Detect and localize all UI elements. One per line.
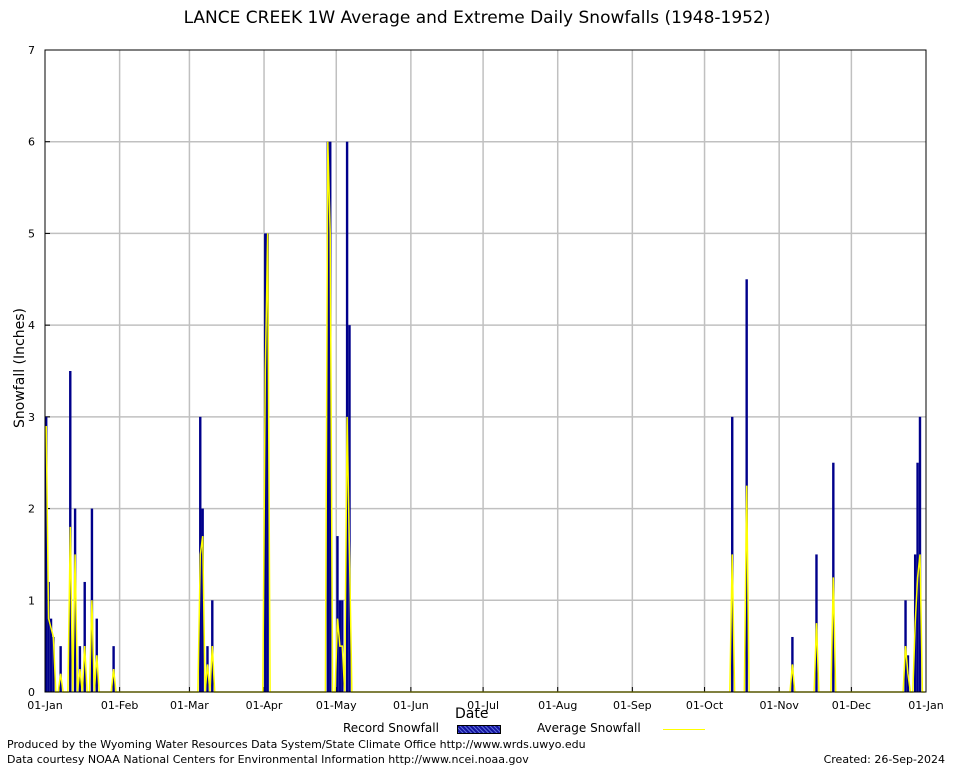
record-snowfall-bar bbox=[47, 581, 50, 692]
x-tick-label: 01-Aug bbox=[538, 699, 577, 712]
y-tick-label: 3 bbox=[28, 411, 35, 424]
x-tick-label: 01-Sep bbox=[613, 699, 652, 712]
x-tick-label: 01-Jul bbox=[467, 699, 499, 712]
x-tick-label: 01-Nov bbox=[759, 699, 799, 712]
y-tick-label: 4 bbox=[28, 319, 35, 332]
record-snowfall-bar bbox=[59, 646, 62, 692]
y-axis-label: Snowfall (Inches) bbox=[12, 308, 28, 428]
y-tick-label: 0 bbox=[28, 686, 35, 699]
x-tick-label: 01-May bbox=[316, 699, 357, 712]
y-tick-label: 2 bbox=[28, 503, 35, 516]
created-date: Created: 26-Sep-2024 bbox=[823, 753, 945, 766]
record-snowfall-bar bbox=[348, 325, 351, 692]
record-snowfall-bar bbox=[52, 636, 55, 692]
y-tick-label: 1 bbox=[28, 594, 35, 607]
y-tick-label: 7 bbox=[28, 44, 35, 57]
y-tick-label: 5 bbox=[28, 227, 35, 240]
record-snowfall-bar bbox=[329, 141, 332, 692]
chart-title: LANCE CREEK 1W Average and Extreme Daily… bbox=[183, 8, 771, 28]
x-axis-label: Date bbox=[455, 706, 489, 722]
record-snowfall-bar bbox=[83, 581, 86, 692]
footer-credit-wrds: Produced by the Wyoming Water Resources … bbox=[7, 738, 586, 751]
legend-record-label: Record Snowfall bbox=[343, 721, 439, 735]
footer-credit-noaa: Data courtesy NOAA National Centers for … bbox=[7, 753, 529, 766]
y-tick-label: 6 bbox=[28, 136, 35, 149]
x-tick-label: 01-Mar bbox=[170, 699, 209, 712]
legend-average-label: Average Snowfall bbox=[537, 721, 641, 735]
record-snowfall-bar bbox=[266, 233, 269, 692]
x-tick-label: 01-Dec bbox=[832, 699, 871, 712]
plot-frame bbox=[44, 49, 927, 693]
record-snowfall-bar bbox=[73, 508, 77, 692]
x-tick-label: 01-Apr bbox=[246, 699, 283, 712]
x-tick-label: 01-Jun bbox=[393, 699, 429, 712]
record-snowfall-bar bbox=[201, 508, 204, 692]
x-tick-label: 01-Feb bbox=[101, 699, 138, 712]
record-snowfall-bar bbox=[45, 416, 48, 692]
record-snowfall-bar bbox=[49, 618, 53, 692]
plot-area bbox=[45, 50, 926, 692]
x-tick-label: 01-Jan bbox=[27, 699, 63, 712]
x-tick-label: 01-Jan bbox=[908, 699, 944, 712]
record-snowfall-bar bbox=[336, 536, 339, 692]
x-tick-label: 01-Oct bbox=[686, 699, 724, 712]
record-snowfall-bar bbox=[832, 462, 835, 692]
legend-average-line bbox=[663, 729, 705, 730]
record-snowfall-bar bbox=[326, 141, 330, 692]
legend-record-swatch bbox=[457, 725, 501, 734]
record-snowfall-bar bbox=[345, 141, 349, 692]
